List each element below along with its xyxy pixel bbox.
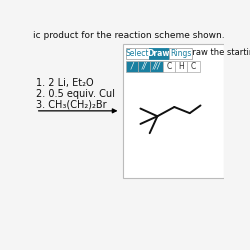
Bar: [32, 30, 224, 43]
Text: ic product for the reaction scheme shown.: ic product for the reaction scheme shown…: [34, 31, 225, 40]
Bar: [149, 48, 169, 59]
Text: Rings: Rings: [170, 49, 191, 58]
Bar: [123, 44, 224, 178]
Bar: [188, 61, 200, 72]
Text: ///: ///: [153, 62, 160, 71]
Bar: [150, 61, 163, 72]
Bar: [126, 48, 149, 59]
Text: If no reaction, draw the starting: If no reaction, draw the starting: [126, 48, 250, 57]
Bar: [175, 61, 188, 72]
Text: 3. CH₃(CH₂)₂Br: 3. CH₃(CH₂)₂Br: [36, 99, 107, 109]
Text: //: //: [142, 62, 147, 71]
Text: H: H: [178, 62, 184, 71]
Text: 1. 2 Li, Et₂O: 1. 2 Li, Et₂O: [36, 78, 94, 88]
Text: C: C: [166, 62, 172, 71]
Text: /: /: [131, 62, 133, 71]
Text: C: C: [191, 62, 196, 71]
Bar: [163, 61, 175, 72]
Text: Select: Select: [126, 49, 149, 58]
Bar: [126, 61, 138, 72]
Bar: [138, 61, 150, 72]
Bar: [169, 48, 192, 59]
Text: 2. 0.5 equiv. CuI: 2. 0.5 equiv. CuI: [36, 88, 116, 99]
Text: Draw: Draw: [148, 49, 170, 58]
